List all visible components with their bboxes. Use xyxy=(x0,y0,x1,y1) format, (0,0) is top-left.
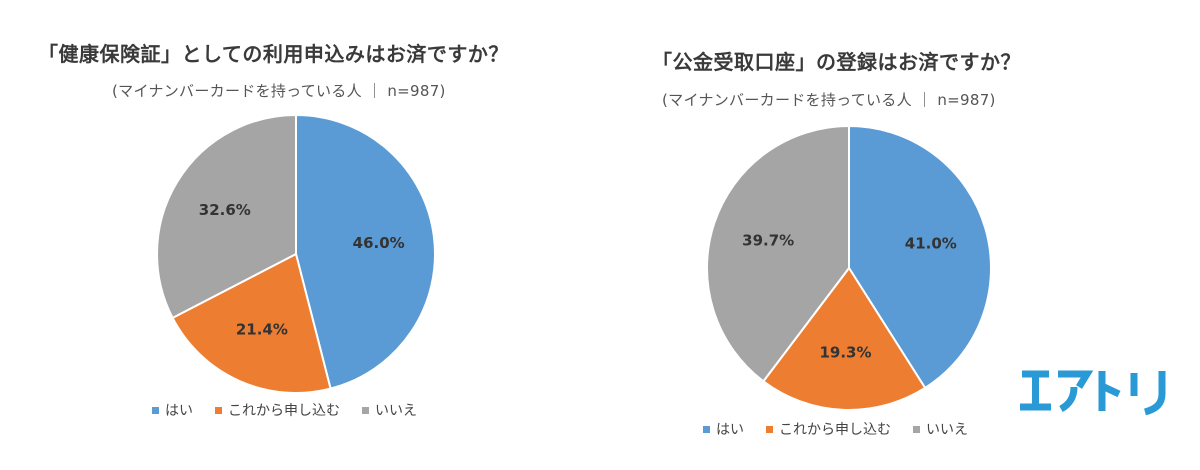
legend-swatch-will-apply xyxy=(766,425,773,433)
slice-value-label: 32.6% xyxy=(199,201,251,219)
legend-swatch-no xyxy=(362,406,369,414)
legend-item-yes: はい xyxy=(152,400,193,420)
legend-swatch-will-apply xyxy=(215,406,222,414)
legend-swatch-yes xyxy=(152,406,159,414)
legend-label: はい xyxy=(165,403,193,419)
pie-chart: 41.0% 19.3% 39.7% xyxy=(706,124,992,411)
slice-value-label: 21.4% xyxy=(236,321,288,339)
legend-label: これから申し込む xyxy=(228,403,340,419)
slice-value-label: 39.7% xyxy=(742,231,794,249)
airtrip-logo xyxy=(1020,370,1166,415)
pie-slice-will-apply xyxy=(761,266,927,411)
legend-label: はい xyxy=(716,422,744,438)
chart-public-fund-account: 「公金受取口座」の登録はお済ですか？ (マイナンバーカードを持っている人 ｜ n… xyxy=(600,0,1200,470)
legend-item-yes: はい xyxy=(703,419,744,439)
slice-value-label: 41.0% xyxy=(905,235,957,253)
pie-slice-no xyxy=(706,124,850,383)
legend: はい これから申し込む いいえ xyxy=(703,419,990,439)
chart-title: 「公金受取口座」の登録はお済ですか？ xyxy=(652,50,1021,74)
legend-item-will-apply: これから申し込む xyxy=(766,419,891,439)
pie-slice-will-apply xyxy=(171,252,332,394)
legend-item-will-apply: これから申し込む xyxy=(215,400,340,420)
chart-subtitle: (マイナンバーカードを持っている人 ｜ n=987) xyxy=(112,82,446,100)
slice-value-label: 19.3% xyxy=(819,344,871,362)
legend-swatch-no xyxy=(913,425,920,433)
legend-label: いいえ xyxy=(926,422,968,438)
slice-value-label: 46.0% xyxy=(353,234,405,252)
pie-chart: 46.0% 21.4% 32.6% xyxy=(156,113,436,394)
pie-slice-no xyxy=(156,113,297,320)
legend-item-no: いいえ xyxy=(362,400,417,420)
legend-item-no: いいえ xyxy=(913,419,968,439)
chart-subtitle: (マイナンバーカードを持っている人 ｜ n=987) xyxy=(662,91,996,109)
chart-title: 「健康保険証」としての利用申込みはお済ですか？ xyxy=(38,42,509,66)
chart-health-insurance: 「健康保険証」としての利用申込みはお済ですか？ (マイナンバーカードを持っている… xyxy=(38,42,509,420)
legend-swatch-yes xyxy=(703,425,710,433)
legend-label: これから申し込む xyxy=(779,422,891,438)
legend: はい これから申し込む いいえ xyxy=(152,400,439,420)
legend-label: いいえ xyxy=(375,403,417,419)
pie-slice-yes xyxy=(295,113,436,390)
